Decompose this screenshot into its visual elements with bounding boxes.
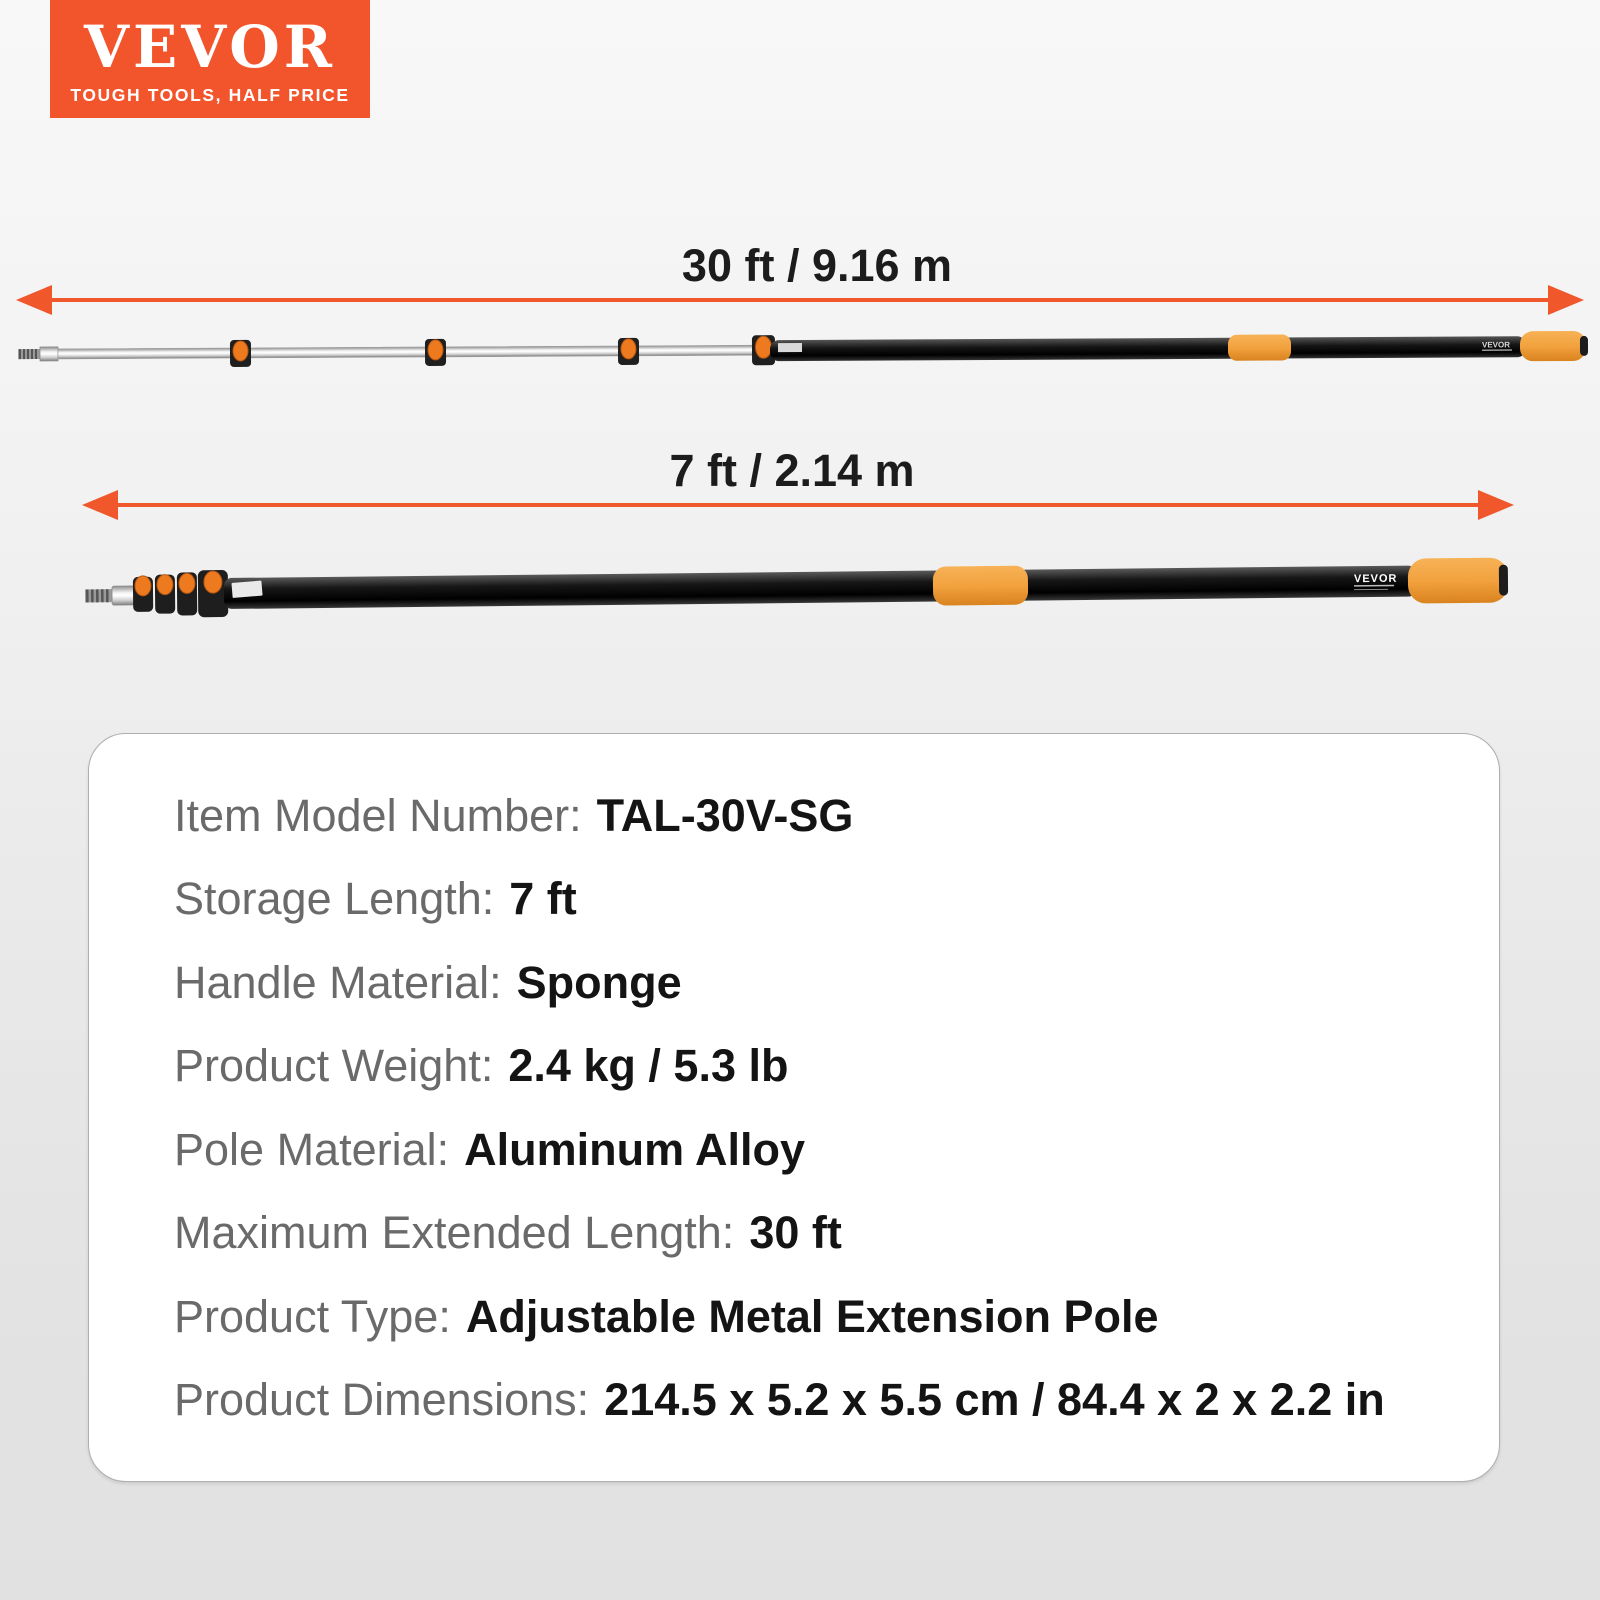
pole-silver-section: [57, 344, 775, 360]
extension-pole-extended: VEVOR: [17, 330, 1589, 367]
pole-middle-grip: [1227, 334, 1292, 361]
spec-row-handle-material: Handle Material: Sponge: [174, 941, 1439, 1025]
pole-clamp: [617, 337, 640, 365]
pole-black-section: [223, 565, 1417, 609]
spec-card: Item Model Number: TAL-30V-SG Storage Le…: [88, 733, 1500, 1482]
extension-pole-collapsed: VEVOR: [84, 557, 1509, 618]
spec-row-storage-length: Storage Length: 7 ft: [174, 858, 1439, 942]
pole-brand-label: VEVOR: [1354, 573, 1398, 585]
spec-row-product-weight: Product Weight: 2.4 kg / 5.3 lb: [174, 1025, 1439, 1109]
pole-middle-grip: [932, 565, 1029, 606]
spec-value: Sponge: [516, 956, 682, 1008]
pole-end-cap: [1498, 564, 1509, 596]
arrow-right-head-icon: [1548, 285, 1584, 315]
pole-black-section: [769, 336, 1527, 362]
spec-value: Adjustable Metal Extension Pole: [465, 1290, 1159, 1342]
spec-label: Storage Length:: [174, 873, 495, 925]
spec-label: Handle Material:: [174, 956, 502, 1008]
arrow-left-head-icon: [82, 490, 118, 520]
spec-row-product-type: Product Type: Adjustable Metal Extension…: [174, 1275, 1439, 1359]
pole-threaded-tip: [84, 585, 141, 606]
arrow-line: [48, 298, 1552, 302]
spec-label: Product Weight:: [174, 1040, 494, 1092]
spec-label: Item Model Number:: [174, 789, 582, 841]
arrow-line: [114, 503, 1482, 507]
collapsed-length-label: 7 ft / 2.14 m: [669, 445, 915, 496]
pole-clamp: [197, 570, 229, 618]
vevor-logo: VEVOR TOUGH TOOLS, HALF PRICE: [50, 0, 370, 118]
pole-sticker: [777, 343, 803, 353]
spec-label: Product Type:: [174, 1290, 451, 1342]
spec-label: Product Dimensions:: [174, 1374, 590, 1426]
pole-clamp: [176, 572, 198, 616]
pole-threaded-tip: [17, 346, 59, 362]
vevor-logo-text: VEVOR: [84, 13, 336, 81]
spec-value: 214.5 x 5.2 x 5.5 cm / 84.4 x 2 x 2.2 in: [604, 1374, 1385, 1426]
pole-clamp: [751, 335, 776, 366]
pole-end-grip: [1519, 330, 1586, 362]
vevor-logo-tagline: TOUGH TOOLS, HALF PRICE: [70, 85, 350, 105]
pole-label-line: [1482, 349, 1513, 351]
pole-clamp: [132, 575, 154, 612]
spec-row-model-number: Item Model Number: TAL-30V-SG: [174, 774, 1439, 858]
pole-clamp: [424, 338, 447, 366]
spec-value: TAL-30V-SG: [596, 789, 854, 841]
pole-label-line: [1354, 588, 1389, 591]
spec-value: Aluminum Alloy: [464, 1123, 805, 1175]
spec-value: 2.4 kg / 5.3 lb: [508, 1040, 789, 1092]
extended-length-label: 30 ft / 9.16 m: [681, 240, 953, 291]
pole-label-line: [1354, 584, 1395, 587]
spec-label: Pole Material:: [174, 1123, 450, 1175]
pole-clamp: [154, 574, 176, 614]
spec-row-max-extended-length: Maximum Extended Length: 30 ft: [174, 1192, 1439, 1276]
arrow-left-head-icon: [16, 285, 52, 315]
pole-clamp: [229, 339, 252, 367]
pole-end-cap: [1579, 335, 1589, 356]
spec-label: Maximum Extended Length:: [174, 1207, 735, 1259]
spec-row-product-dimensions: Product Dimensions: 214.5 x 5.2 x 5.5 cm…: [174, 1359, 1439, 1443]
spec-value: 30 ft: [749, 1207, 842, 1259]
arrow-right-head-icon: [1478, 490, 1514, 520]
pole-sticker: [231, 580, 263, 598]
pole-end-grip: [1407, 557, 1509, 604]
pole-brand-label: VEVOR: [1482, 340, 1510, 349]
spec-row-pole-material: Pole Material: Aluminum Alloy: [174, 1108, 1439, 1192]
spec-value: 7 ft: [509, 873, 577, 925]
